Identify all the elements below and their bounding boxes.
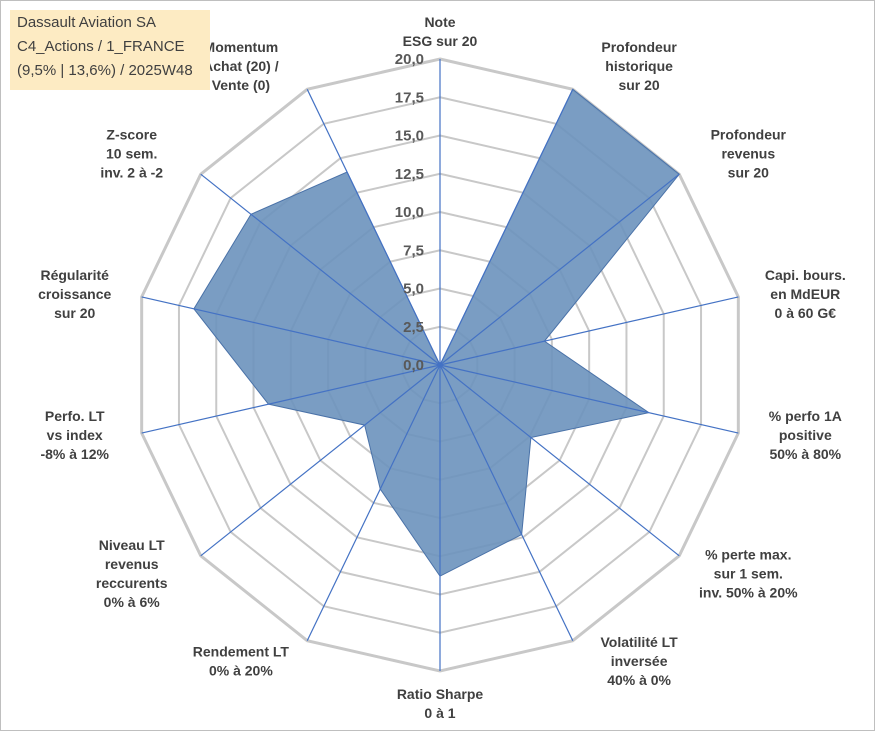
- axis-spoke: [439, 364, 739, 434]
- axis-spoke: [306, 364, 441, 641]
- radial-tick-label: 7,5: [403, 242, 424, 259]
- axis-label: Momentum Achat (20) / Vente (0): [203, 39, 279, 93]
- axis-label: Profondeur historique sur 20: [601, 39, 677, 93]
- axis-label: Régularité croissance sur 20: [38, 267, 111, 321]
- axis-spoke: [439, 296, 739, 366]
- axis-spoke: [200, 173, 441, 366]
- axis-label: % perte max. sur 1 sem. inv. 50% à 20%: [699, 547, 798, 601]
- chart-title-line-1: Dassault Aviation SA: [17, 14, 156, 31]
- axis-spoke: [200, 364, 441, 557]
- chart-title-line-3: (9,5% | 13,6%) / 2025W48: [17, 62, 193, 79]
- radial-tick-label: 12,5: [395, 166, 424, 183]
- radial-tick-label: 15,0: [395, 128, 424, 145]
- axis-spoke: [306, 89, 441, 366]
- axis-label: Perfo. LT vs index -8% à 12%: [40, 408, 109, 462]
- chart-title-box: Dassault Aviation SA C4_Actions / 1_FRAN…: [10, 10, 210, 90]
- radial-tick-label: 2,5: [403, 319, 424, 336]
- axis-spoke: [439, 364, 574, 641]
- axis-spoke: [439, 364, 680, 557]
- axis-label: Ratio Sharpe 0 à 1: [397, 686, 484, 721]
- axis-spoke: [141, 296, 441, 366]
- axis-label: Capi. bours. en MdEUR 0 à 60 G€: [765, 267, 846, 321]
- chart-title-line-2: C4_Actions / 1_FRANCE: [17, 38, 185, 55]
- axis-spoke: [439, 89, 574, 366]
- axis-label: Rendement LT 0% à 20%: [193, 644, 290, 679]
- radial-tick-label: 0,0: [403, 357, 424, 374]
- axis-label: Volatilité LT inversée 40% à 0%: [600, 634, 678, 688]
- radial-tick-label: 10,0: [395, 204, 424, 221]
- radial-tick-label: 17,5: [395, 89, 424, 106]
- axis-label: Niveau LT revenus reccurents 0% à 6%: [96, 537, 168, 610]
- axis-spoke: [141, 364, 441, 434]
- axis-spoke: [439, 173, 680, 366]
- axis-label: Note ESG sur 20: [403, 14, 478, 49]
- axis-label: Z-score 10 sem. inv. 2 à -2: [100, 126, 163, 180]
- axis-label: % perfo 1A positive 50% à 80%: [769, 408, 842, 462]
- radial-tick-label: 20,0: [395, 51, 424, 68]
- axis-label: Profondeur revenus sur 20: [711, 126, 787, 180]
- radial-tick-label: 5,0: [403, 281, 424, 298]
